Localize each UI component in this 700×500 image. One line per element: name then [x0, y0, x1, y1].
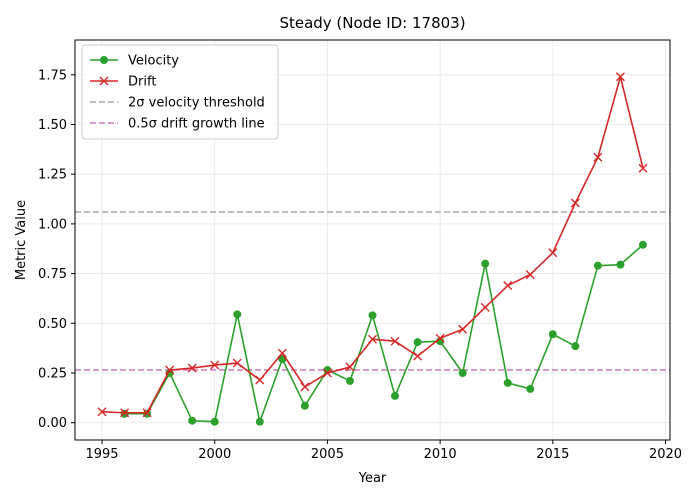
y-tick-label: 1.00: [38, 217, 67, 232]
data-point: [390, 336, 400, 346]
chart-title: Steady (Node ID: 17803): [279, 14, 465, 32]
data-point: [548, 330, 557, 339]
data-point: [345, 362, 355, 372]
data-point: [165, 365, 175, 375]
data-point: [615, 72, 625, 82]
data-point: [255, 375, 265, 385]
data-point: [525, 270, 535, 280]
data-point: [458, 324, 468, 334]
y-axis: 0.00 0.25 0.50 0.75 1.00 1.25 1.50 1.75: [38, 68, 75, 431]
data-point: [503, 378, 512, 387]
data-point: [300, 382, 310, 392]
y-tick-label: 0.75: [38, 267, 67, 282]
data-point: [571, 342, 580, 351]
data-point: [255, 417, 264, 426]
y-tick-label: 1.25: [38, 168, 67, 183]
legend-entry: 2σ velocity threshold: [90, 96, 265, 111]
x-tick-label: 2005: [311, 447, 344, 462]
x-tick-label: 2020: [649, 447, 682, 462]
data-point: [187, 363, 197, 373]
data-point: [368, 311, 377, 320]
series-layer: [97, 72, 648, 426]
data-point: [593, 261, 602, 270]
data-point: [480, 302, 490, 312]
legend-box: [81, 44, 279, 140]
legend-label: Velocity: [128, 54, 179, 69]
data-point: [233, 310, 242, 319]
data-point: [232, 358, 242, 368]
data-point: [526, 384, 535, 393]
x-axis-label: Year: [358, 471, 387, 486]
series-drift: [97, 72, 648, 418]
data-point: [188, 416, 197, 425]
data-point: [435, 333, 445, 343]
data-point: [300, 401, 309, 410]
data-point: [638, 240, 647, 249]
data-point: [322, 368, 332, 378]
plot-frame: [74, 39, 671, 441]
y-tick-label: 0.25: [38, 367, 67, 382]
legend-label: 2σ velocity threshold: [128, 96, 265, 111]
data-point: [368, 334, 377, 344]
legend: Velocity Drift 2σ velocity threshold 0.5σ d…: [81, 44, 279, 140]
data-point: [142, 408, 152, 418]
data-point: [413, 338, 422, 347]
data-point: [120, 408, 130, 418]
data-point: [413, 351, 423, 361]
x-tick-label: 2010: [424, 447, 457, 462]
x-tick-label: 2015: [536, 447, 569, 462]
data-point: [120, 409, 129, 418]
data-point: [503, 281, 513, 291]
data-point: [548, 248, 558, 258]
data-point: [210, 417, 219, 426]
y-tick-label: 0.00: [38, 416, 67, 431]
data-point: [143, 409, 152, 418]
y-tick-label: 1.50: [38, 118, 67, 133]
x-tick-label: 2000: [198, 447, 231, 462]
data-point: [345, 376, 354, 385]
grid: [75, 40, 670, 440]
data-point: [638, 163, 648, 173]
legend-entry: Drift: [90, 75, 156, 90]
data-point: [481, 259, 490, 268]
data-point: [97, 407, 107, 417]
legend-entry: Velocity: [90, 54, 179, 69]
legend-label: 0.5σ drift growth line: [128, 117, 265, 132]
y-axis-label: Metric Value: [14, 200, 29, 280]
y-tick-label: 1.75: [38, 68, 67, 83]
x-axis: 1995 2000 2005 2010 2015 2020: [85, 440, 682, 462]
data-point: [570, 198, 580, 208]
data-point: [593, 152, 603, 162]
data-point: [616, 260, 625, 269]
data-point: [391, 391, 400, 400]
data-point: [458, 369, 467, 378]
data-point: [210, 360, 220, 370]
x-tick-label: 1995: [85, 447, 118, 462]
legend-label: Drift: [128, 75, 156, 90]
y-tick-label: 0.50: [38, 317, 67, 332]
data-point: [277, 348, 287, 358]
legend-entry: 0.5σ drift growth line: [90, 117, 265, 132]
